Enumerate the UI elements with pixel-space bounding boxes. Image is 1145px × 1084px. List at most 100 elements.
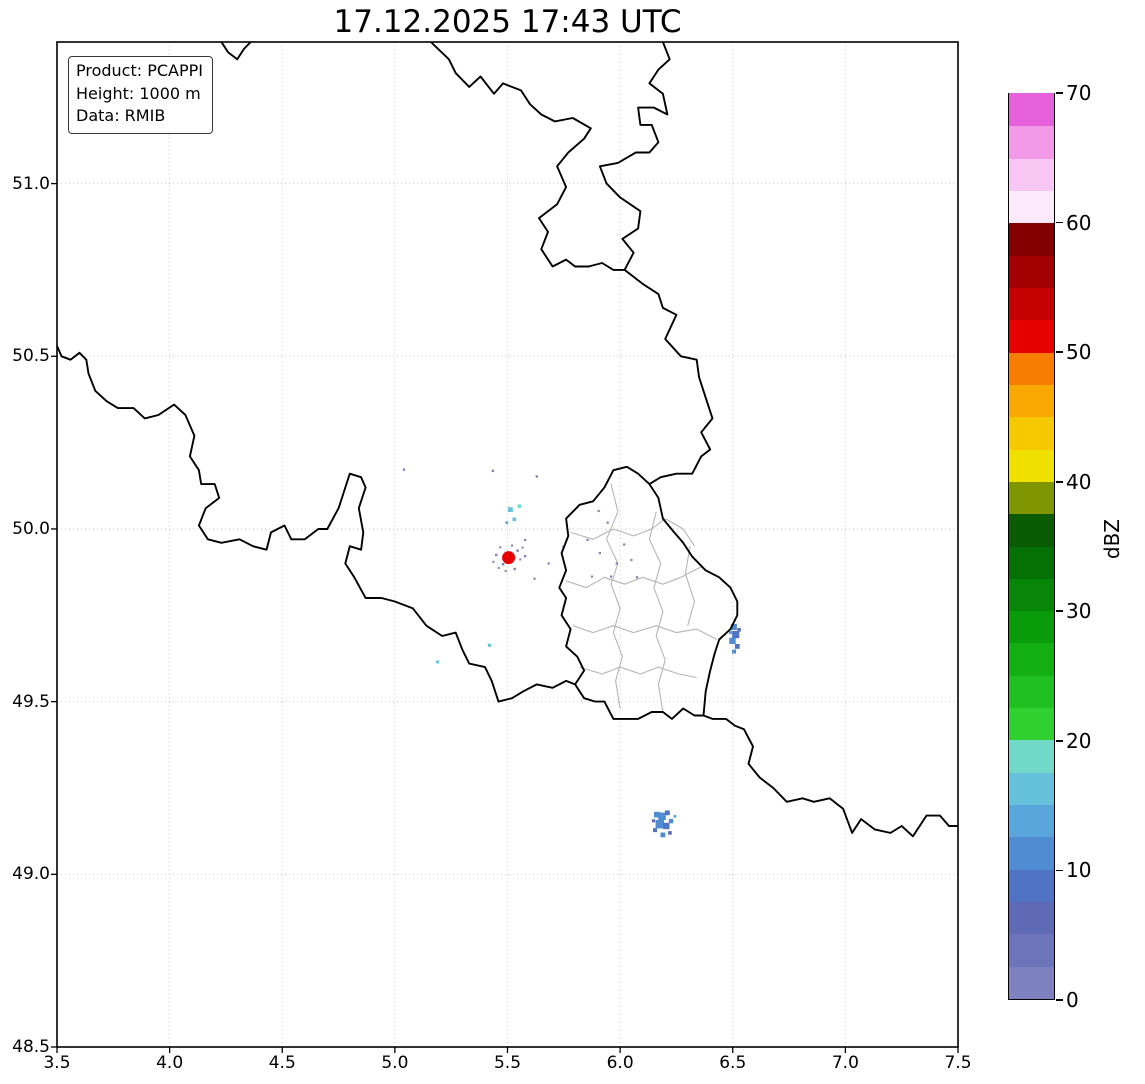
colorbar-segment — [1009, 221, 1054, 256]
colorbar-segment — [1009, 609, 1054, 644]
admin-border-line — [572, 625, 718, 640]
radar-echo — [487, 643, 492, 647]
y-tick-label: 48.5 — [12, 1037, 50, 1057]
radar-echo — [499, 546, 502, 549]
country-border-line — [558, 465, 651, 685]
colorbar-tick-label: 50 — [1066, 340, 1092, 365]
x-tick-label: 6.5 — [719, 1053, 747, 1073]
radar-echo — [491, 469, 495, 473]
admin-border-line — [565, 566, 702, 589]
radar-echo — [653, 828, 657, 833]
radar-echo — [729, 637, 736, 645]
axis-ticks — [51, 182, 959, 1053]
colorbar-tick-mark — [1056, 999, 1063, 1001]
country-borders — [56, 41, 958, 838]
colorbar-segment — [1009, 480, 1054, 515]
x-tick-label: 4.0 — [156, 1053, 184, 1073]
radar-echo — [517, 504, 522, 508]
radar-echo — [623, 543, 626, 546]
radar-echo — [547, 562, 550, 565]
colorbar-segment — [1009, 836, 1054, 870]
colorbar — [1008, 92, 1055, 1000]
radar-echo — [635, 576, 639, 579]
country-border-line — [56, 345, 576, 703]
radar-echo — [598, 552, 601, 555]
country-border-line — [648, 483, 739, 716]
radar-echo — [501, 563, 505, 566]
radar-echo — [730, 624, 737, 630]
colorbar-segment — [1009, 803, 1054, 838]
colorbar-segment — [1009, 706, 1054, 741]
admin-border-line — [684, 546, 696, 626]
colorbar-segment — [1009, 771, 1054, 806]
colorbar-segment — [1009, 512, 1054, 547]
colorbar-tick-label: 0 — [1066, 988, 1079, 1012]
radar-echo — [615, 562, 618, 565]
radar-echo — [655, 820, 664, 829]
radar-echo — [654, 811, 660, 818]
x-tick-label: 5.0 — [381, 1053, 409, 1073]
colorbar-tick-mark — [1056, 351, 1063, 354]
radar-echo — [586, 538, 589, 542]
country-border-line — [430, 41, 625, 271]
colorbar-segment — [1009, 577, 1054, 612]
product-info-box: Product: PCAPPI Height: 1000 m Data: RMI… — [68, 56, 214, 135]
x-tick-label: 6.0 — [606, 1053, 634, 1073]
colorbar-segment — [1009, 739, 1054, 773]
colorbar-segment — [1009, 318, 1054, 353]
radar-echoes — [402, 468, 741, 838]
colorbar-tick-mark — [1056, 740, 1063, 742]
radar-echo — [535, 475, 538, 478]
admin-border-line — [648, 511, 666, 713]
gridlines — [56, 42, 959, 1048]
radar-echo — [497, 567, 500, 569]
colorbar-tick-mark — [1056, 869, 1063, 872]
colorbar-tick-label: 30 — [1066, 599, 1092, 624]
radar-echo — [734, 644, 740, 649]
radar-echo — [597, 509, 600, 513]
radar-echo — [658, 812, 666, 821]
y-tick-label: 50.0 — [12, 518, 50, 539]
radar-echo — [524, 538, 527, 542]
x-tick-label: 7.0 — [831, 1053, 859, 1073]
colorbar-tick-label: 70 — [1066, 81, 1092, 105]
radar-echo — [651, 819, 656, 823]
radar-echo — [512, 517, 517, 522]
colorbar-segment — [1009, 900, 1054, 935]
y-tick-label: 50.5 — [12, 346, 50, 367]
colorbar-segment — [1009, 965, 1054, 999]
admin-border-line — [664, 518, 695, 547]
height-label: Height: 1000 m — [76, 83, 201, 103]
colorbar-segment — [1009, 92, 1054, 127]
radar-echo — [728, 631, 733, 635]
colorbar-tick-mark — [1056, 480, 1063, 483]
radar-echo — [663, 822, 670, 830]
colorbar-segment — [1009, 415, 1054, 450]
colorbar-tick-label: 10 — [1066, 858, 1092, 883]
colorbar-tick-label: 60 — [1066, 210, 1092, 235]
colorbar-tick-label: 20 — [1066, 728, 1092, 753]
x-tick-label: 3.5 — [43, 1053, 71, 1073]
colorbar-segment — [1009, 189, 1054, 224]
y-tick-label: 49.0 — [12, 864, 50, 885]
colorbar-blocks — [1009, 92, 1054, 999]
admin-border-line — [606, 483, 623, 709]
country-border-line — [574, 683, 704, 720]
colorbar-segment — [1009, 383, 1054, 418]
radar-echo — [523, 555, 527, 558]
radar-echo — [504, 570, 507, 573]
radar-echo — [436, 660, 440, 664]
radar-echo — [511, 544, 513, 547]
country-border-line — [220, 41, 252, 61]
radar-echo — [660, 832, 666, 838]
colorbar-tick-mark — [1056, 221, 1063, 224]
radar-echo — [505, 521, 509, 525]
colorbar-tick-mark — [1056, 610, 1063, 613]
colorbar-segment — [1009, 254, 1054, 288]
radar-echo — [519, 558, 522, 561]
radar-echo — [533, 577, 536, 580]
colorbar-segment — [1009, 157, 1054, 191]
radar-echo — [508, 507, 513, 512]
radar-echo — [732, 631, 740, 639]
radar-echo — [732, 649, 737, 654]
